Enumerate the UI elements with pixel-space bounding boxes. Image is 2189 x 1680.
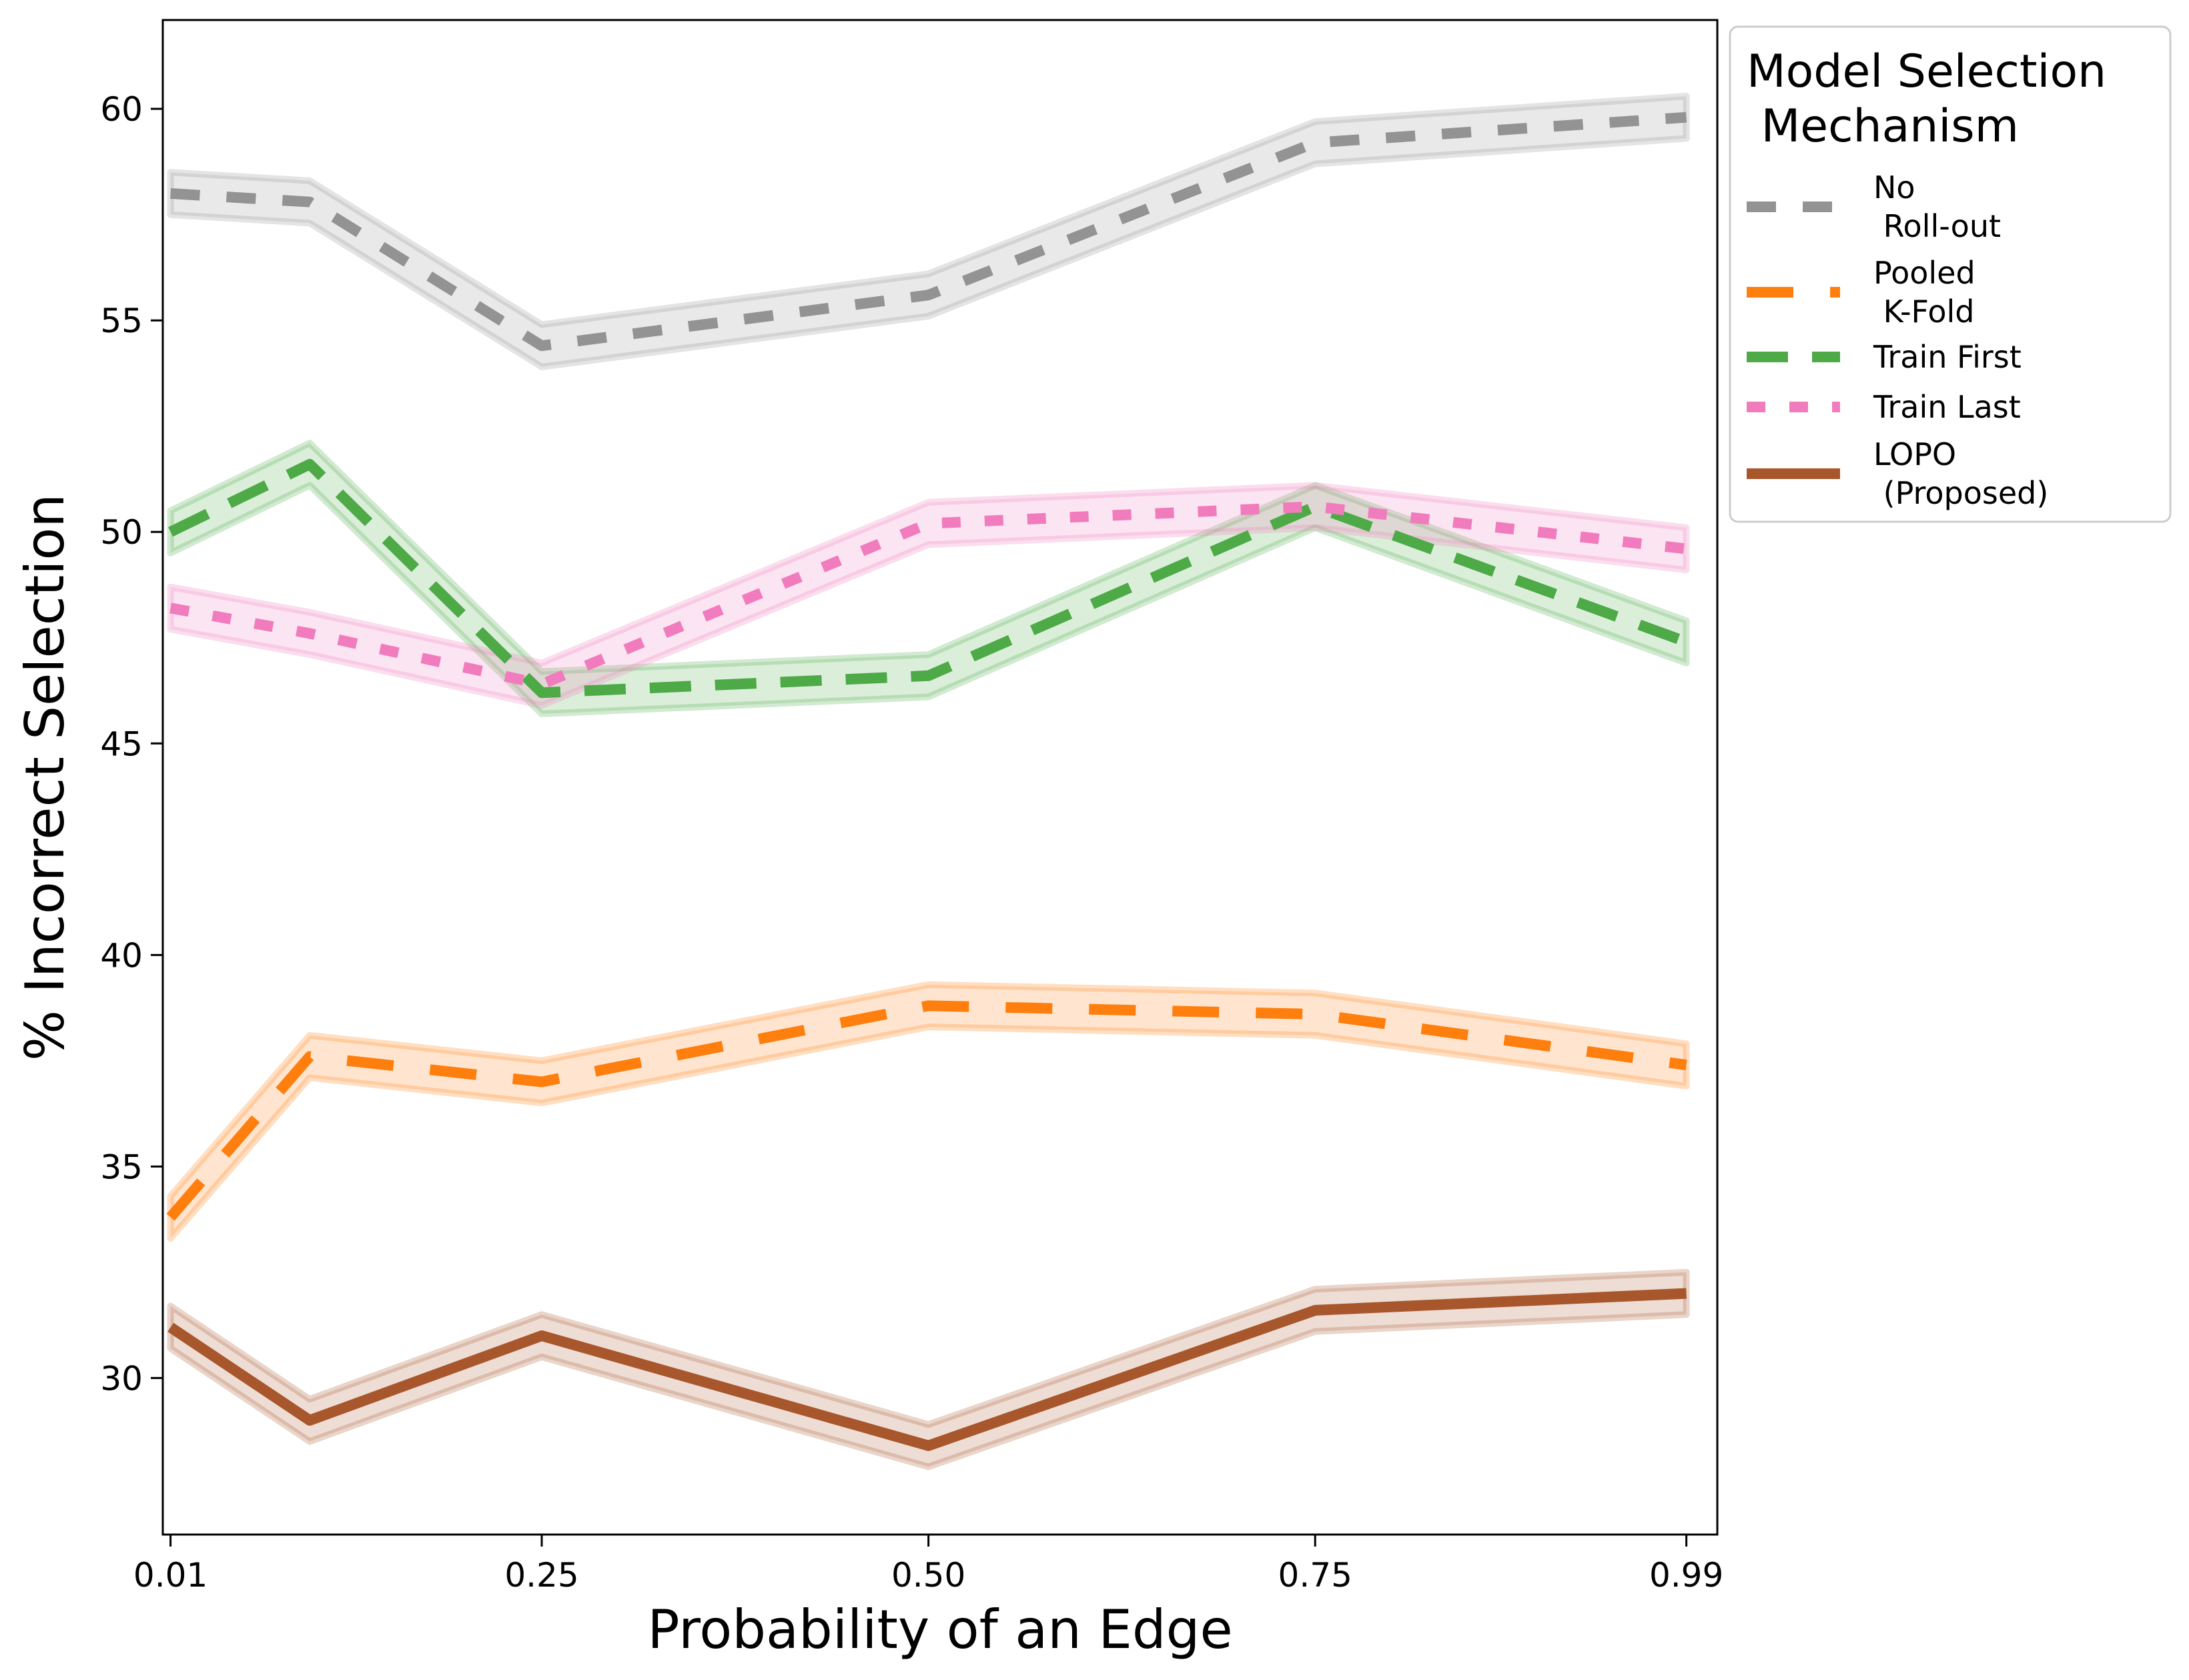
- y-tick-label: 30: [100, 1359, 143, 1398]
- y-tick-label: 45: [100, 725, 143, 763]
- legend-title: Model Selection Mechanism: [1747, 45, 2106, 153]
- legend: Model Selection Mechanism No Roll-out Pool…: [1729, 25, 2172, 523]
- y-axis-label: % Incorrect Selection: [14, 494, 76, 1061]
- legend-label-0: No Roll-out: [1873, 169, 2001, 244]
- legend-label-1: Pooled K-Fold: [1873, 255, 1976, 330]
- band-series-4: [167, 1268, 1690, 1471]
- x-tick-label: 0.01: [133, 1556, 207, 1595]
- series-lines: [166, 111, 1689, 1451]
- legend-label-4: LOPO (Proposed): [1873, 436, 2048, 511]
- band-series-1: [167, 981, 1690, 1242]
- x-axis-label: Probability of an Edge: [647, 1599, 1232, 1661]
- y-tick-label: 40: [100, 936, 143, 975]
- legend-label-2: Train First: [1873, 339, 2022, 375]
- x-tick-label: 0.50: [891, 1556, 965, 1595]
- x-tick-label: 0.75: [1278, 1556, 1352, 1595]
- y-axis-ticks: 30 35 40 45 50 55 60: [100, 90, 163, 1398]
- band-series-3: [167, 482, 1690, 709]
- line-series-2: [168, 458, 1689, 699]
- legend-label-3: Train Last: [1873, 389, 2021, 425]
- line-series-1: [166, 1000, 1687, 1221]
- line-series-0: [170, 111, 1687, 352]
- x-axis-ticks: 0.01 0.25 0.50 0.75 0.99: [133, 1535, 1723, 1595]
- y-tick-label: 60: [100, 90, 143, 129]
- line-series-4: [167, 1288, 1687, 1451]
- band-series-0: [167, 93, 1690, 370]
- line-series-3: [169, 501, 1687, 690]
- plot-frame: [161, 19, 1719, 1536]
- legend-frame: [1729, 25, 2172, 523]
- x-tick-label: 0.99: [1649, 1556, 1723, 1595]
- y-tick-label: 35: [100, 1148, 143, 1186]
- y-tick-label: 50: [100, 513, 143, 552]
- x-tick-label: 0.25: [504, 1556, 578, 1595]
- y-tick-label: 55: [100, 302, 143, 340]
